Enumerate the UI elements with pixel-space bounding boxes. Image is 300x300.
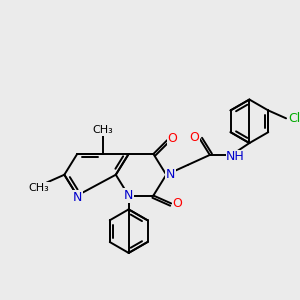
Text: O: O (172, 197, 182, 210)
Text: N: N (124, 189, 133, 202)
Text: NH: NH (226, 150, 245, 164)
Text: Cl: Cl (288, 112, 300, 125)
Text: O: O (167, 132, 177, 145)
Text: N: N (166, 168, 175, 181)
Text: CH₃: CH₃ (92, 125, 113, 135)
Text: CH₃: CH₃ (28, 183, 49, 193)
Text: N: N (73, 191, 82, 204)
Text: O: O (189, 130, 199, 144)
